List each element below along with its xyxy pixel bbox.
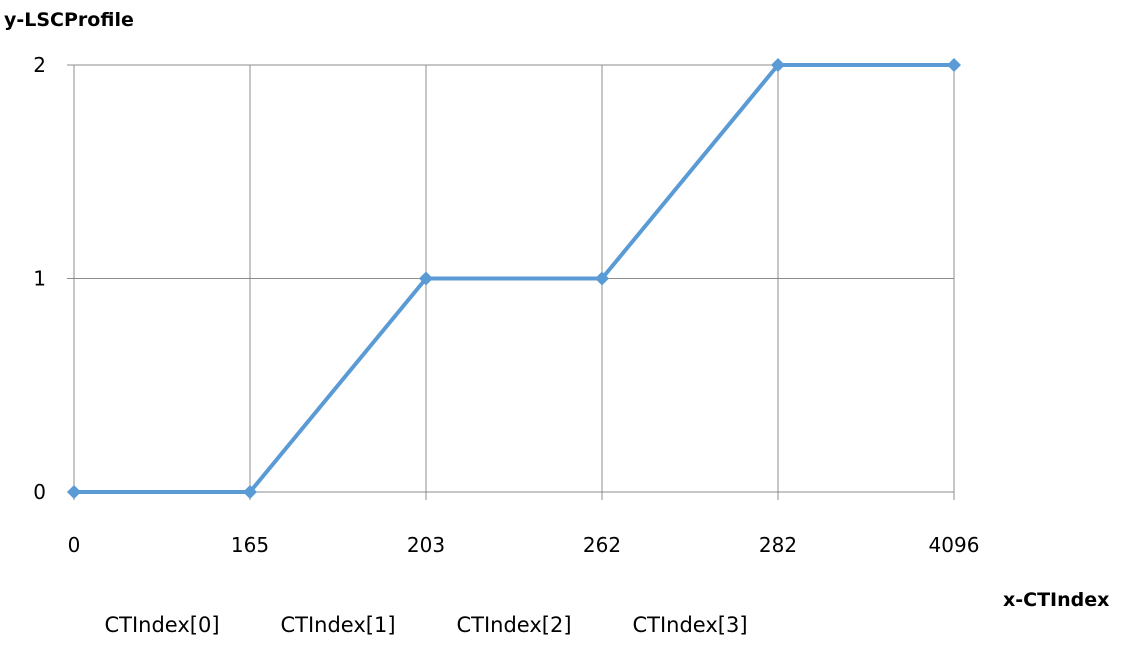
x-tick-label: 262 — [583, 533, 621, 557]
x-tick-label: 203 — [407, 533, 445, 557]
x-tick-labels: 0 165 203 262 282 4096 — [68, 533, 980, 557]
ctindex-annotation: CTIndex[1] — [280, 613, 395, 637]
y-tick-labels: 0 1 2 — [33, 53, 46, 504]
x-tick-label: 0 — [68, 533, 81, 557]
data-point — [947, 58, 961, 72]
ctindex-annotation: CTIndex[3] — [632, 613, 747, 637]
x-axis-title: x-CTIndex — [1003, 589, 1109, 611]
x-tick-label: 282 — [759, 533, 797, 557]
ctindex-annotation: CTIndex[0] — [104, 613, 219, 637]
data-point — [595, 271, 609, 286]
ctindex-annotation: CTIndex[2] — [456, 613, 571, 637]
data-point — [419, 271, 433, 286]
series — [67, 58, 961, 499]
axes — [67, 64, 955, 500]
series-line — [74, 63, 954, 494]
y-tick-label: 1 — [33, 267, 46, 291]
data-point — [771, 58, 785, 72]
ctindex-annotations: CTIndex[0] CTIndex[1] CTIndex[2] CTIndex[3] — [104, 613, 747, 637]
x-tick-label: 4096 — [929, 533, 980, 557]
y-axis-title: y-LSCProfile — [4, 9, 134, 31]
data-point — [67, 485, 81, 499]
y-tick-label: 0 — [33, 480, 46, 504]
y-tick-label: 2 — [33, 53, 46, 77]
x-tick-label: 165 — [231, 533, 269, 557]
data-point — [243, 485, 257, 499]
